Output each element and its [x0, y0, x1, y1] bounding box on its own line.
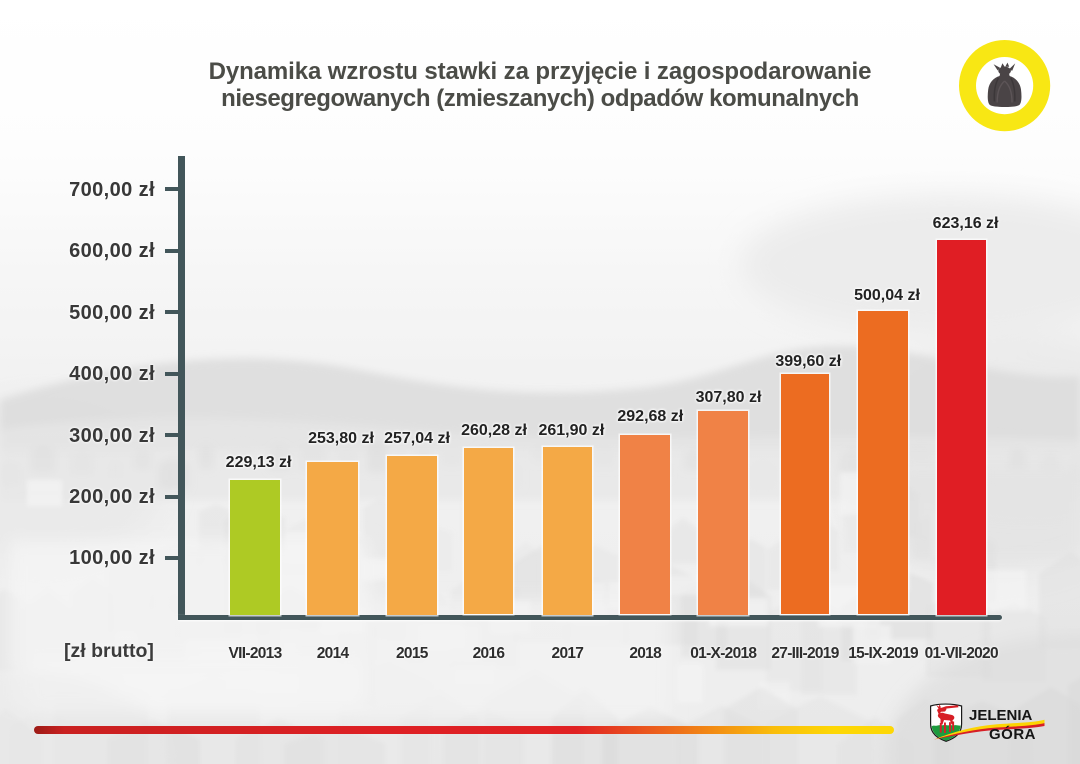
- svg-text:GÓRA: GÓRA: [989, 725, 1036, 743]
- svg-text:JELENIA: JELENIA: [969, 707, 1033, 724]
